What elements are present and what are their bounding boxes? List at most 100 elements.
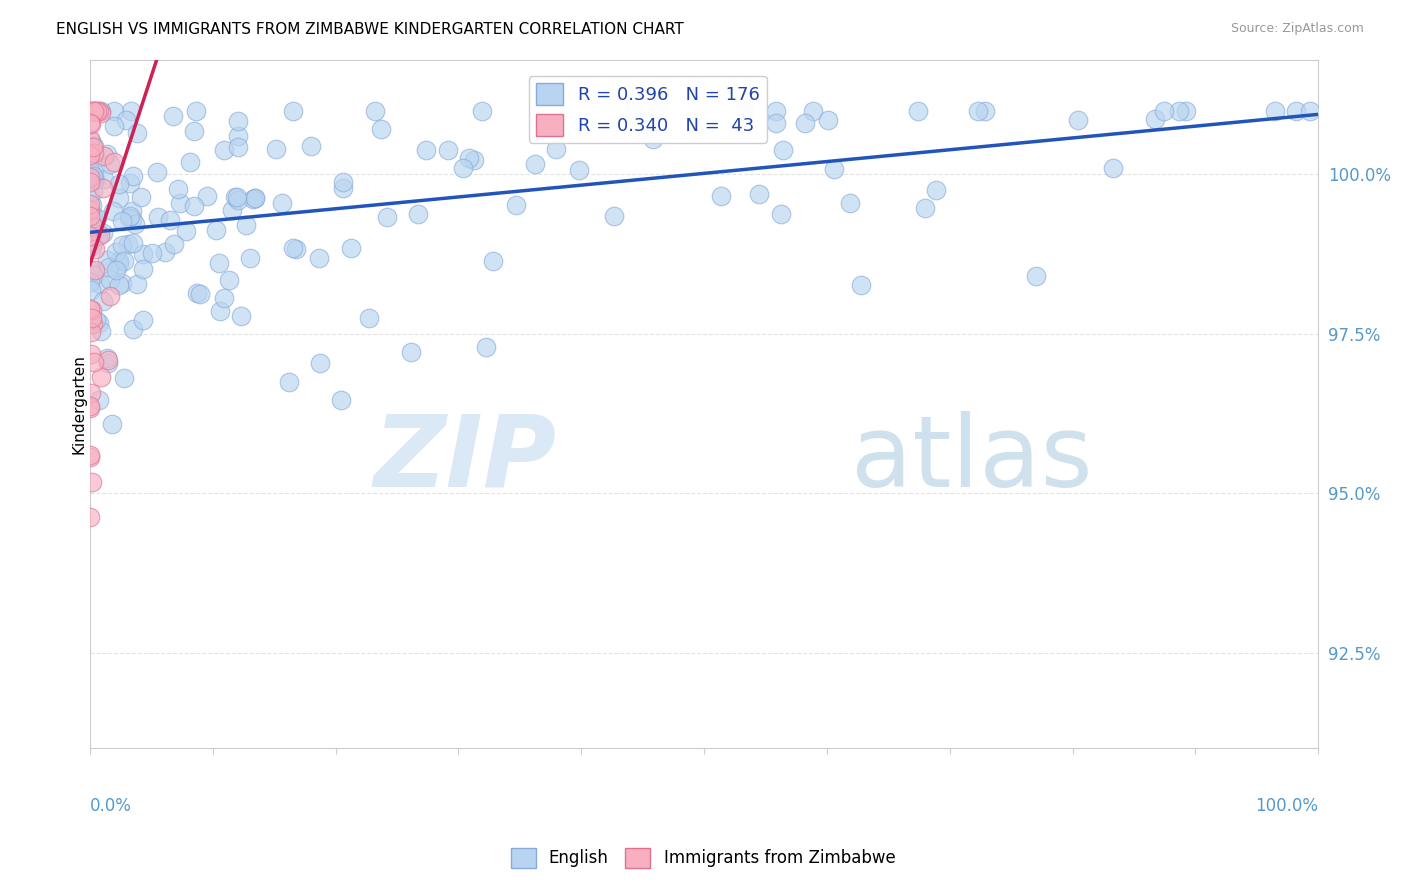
Point — [340, 241, 363, 255]
Point — [188, 286, 211, 301]
Point — [332, 181, 354, 195]
Point — [122, 236, 145, 251]
Point — [457, 151, 479, 165]
Point — [90, 324, 112, 338]
Point — [79, 229, 101, 244]
Point — [93, 149, 115, 163]
Point — [120, 176, 142, 190]
Point — [183, 124, 205, 138]
Point — [283, 241, 305, 255]
Point — [907, 103, 929, 118]
Point — [475, 340, 498, 354]
Point — [125, 127, 148, 141]
Point — [308, 356, 330, 370]
Point — [377, 210, 399, 224]
Point — [453, 161, 475, 175]
Point — [153, 245, 176, 260]
Point — [647, 103, 669, 118]
Point — [82, 103, 104, 118]
Point — [108, 177, 131, 191]
Point — [89, 277, 111, 291]
Point — [79, 276, 101, 290]
Point — [79, 132, 101, 146]
Point — [224, 190, 246, 204]
Point — [132, 261, 155, 276]
Point — [437, 143, 460, 157]
Point — [87, 228, 110, 243]
Point — [97, 353, 120, 368]
Point — [83, 139, 105, 153]
Point — [817, 112, 839, 127]
Point — [1143, 112, 1166, 127]
Point — [80, 103, 103, 118]
Point — [849, 277, 872, 292]
Point — [1174, 103, 1197, 118]
Point — [226, 128, 249, 143]
Point — [370, 122, 392, 136]
Point — [83, 103, 105, 118]
Point — [89, 392, 111, 407]
Point — [103, 155, 125, 169]
Point — [107, 257, 129, 271]
Point — [146, 165, 169, 179]
Point — [82, 317, 104, 331]
Point — [127, 277, 149, 291]
Point — [183, 199, 205, 213]
Point — [710, 189, 733, 203]
Point — [1153, 103, 1175, 118]
Point — [132, 247, 155, 261]
Point — [80, 236, 103, 251]
Point — [1284, 103, 1306, 118]
Point — [79, 263, 101, 277]
Point — [277, 375, 299, 389]
Point — [105, 263, 128, 277]
Point — [264, 142, 287, 156]
Point — [83, 262, 105, 277]
Point — [823, 162, 845, 177]
Point — [141, 245, 163, 260]
Point — [226, 140, 249, 154]
Point — [218, 273, 240, 287]
Point — [242, 192, 264, 206]
Point — [471, 103, 494, 118]
Point — [208, 304, 231, 318]
Point — [163, 236, 186, 251]
Point — [91, 226, 114, 240]
Point — [801, 103, 824, 118]
Point — [79, 189, 101, 203]
Point — [772, 143, 794, 157]
Point — [79, 117, 101, 131]
Point — [179, 155, 201, 169]
Point — [84, 173, 107, 187]
Point — [79, 450, 101, 464]
Point — [793, 115, 815, 129]
Point — [212, 144, 235, 158]
Point — [83, 160, 105, 174]
Point — [80, 198, 103, 212]
Point — [271, 196, 294, 211]
Point — [80, 347, 103, 361]
Point — [80, 134, 103, 148]
Point — [121, 204, 143, 219]
Point — [463, 153, 485, 167]
Point — [229, 310, 252, 324]
Text: Source: ZipAtlas.com: Source: ZipAtlas.com — [1230, 22, 1364, 36]
Point — [108, 277, 131, 292]
Point — [98, 289, 121, 303]
Point — [124, 217, 146, 231]
Point — [89, 103, 111, 118]
Point — [765, 103, 787, 118]
Text: 0.0%: 0.0% — [90, 797, 132, 814]
Point — [121, 211, 143, 226]
Point — [111, 238, 134, 252]
Point — [112, 254, 135, 268]
Point — [79, 161, 101, 175]
Point — [239, 252, 262, 266]
Point — [97, 355, 120, 369]
Point — [120, 103, 142, 118]
Point — [117, 237, 139, 252]
Point — [83, 146, 105, 161]
Point — [226, 114, 249, 128]
Point — [83, 355, 105, 369]
Point — [82, 217, 104, 231]
